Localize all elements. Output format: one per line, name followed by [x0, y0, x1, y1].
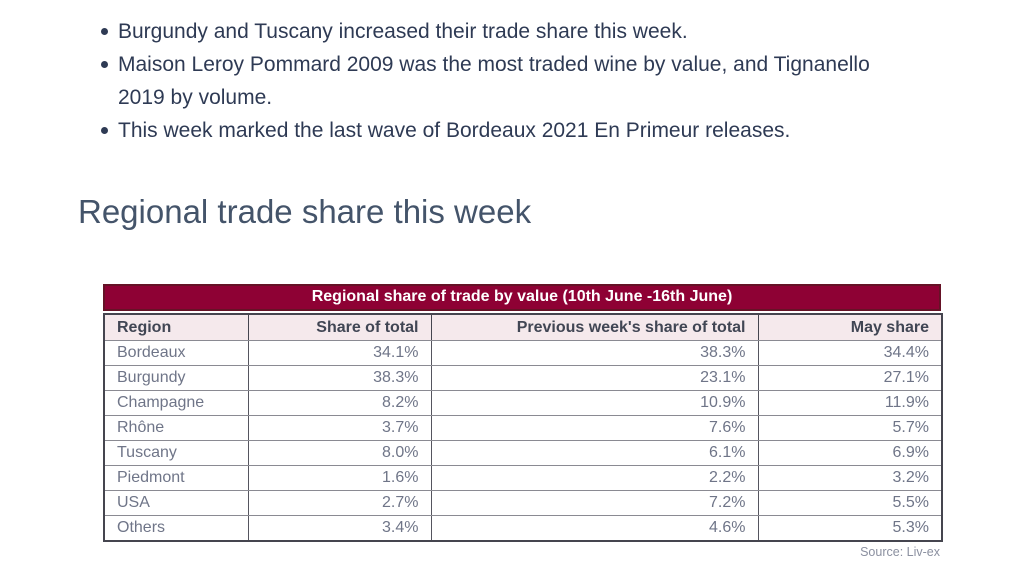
cell-share-of-total: 1.6% [247, 465, 432, 491]
bullet-item: Maison Leroy Pommard 2009 was the most t… [101, 48, 931, 114]
cell-may-share: 5.5% [757, 490, 943, 516]
cell-may-share: 11.9% [757, 390, 943, 416]
bullet-icon [101, 61, 108, 68]
cell-previous-week-share: 4.6% [430, 515, 759, 542]
cell-previous-week-share: 7.2% [430, 490, 759, 516]
page-title: Regional trade share this week [78, 193, 532, 230]
cell-region: Burgundy [103, 365, 249, 391]
cell-region: Bordeaux [103, 340, 249, 366]
table-row: Piedmont 1.6% 2.2% 3.2% [103, 465, 943, 491]
regional-share-table: Region Share of total Previous week's sh… [103, 313, 943, 542]
column-header-region: Region [103, 314, 249, 341]
bullet-text: This week marked the last wave of Bordea… [118, 119, 791, 142]
cell-may-share: 5.7% [757, 415, 943, 441]
cell-previous-week-share: 2.2% [430, 465, 759, 491]
cell-share-of-total: 2.7% [247, 490, 432, 516]
column-header-previous-week-share: Previous week's share of total [430, 314, 759, 341]
cell-share-of-total: 3.7% [247, 415, 432, 441]
cell-previous-week-share: 10.9% [430, 390, 759, 416]
cell-previous-week-share: 6.1% [430, 440, 759, 466]
table-row: Rhône 3.7% 7.6% 5.7% [103, 415, 943, 441]
bullet-item: This week marked the last wave of Bordea… [101, 114, 931, 147]
bullet-text: Burgundy and Tuscany increased their tra… [118, 20, 688, 43]
cell-region: Others [103, 515, 249, 542]
cell-may-share: 3.2% [757, 465, 943, 491]
bullet-text: Maison Leroy Pommard 2009 was the most t… [118, 53, 870, 109]
bullet-icon [101, 28, 108, 35]
cell-share-of-total: 8.0% [247, 440, 432, 466]
cell-region: Rhône [103, 415, 249, 441]
bullet-icon [101, 127, 108, 134]
cell-may-share: 34.4% [757, 340, 943, 366]
cell-region: Piedmont [103, 465, 249, 491]
cell-share-of-total: 34.1% [247, 340, 432, 366]
table-row: Burgundy 38.3% 23.1% 27.1% [103, 365, 943, 391]
cell-may-share: 6.9% [757, 440, 943, 466]
table-header-row: Region Share of total Previous week's sh… [103, 314, 943, 341]
cell-share-of-total: 8.2% [247, 390, 432, 416]
cell-share-of-total: 3.4% [247, 515, 432, 542]
table-row: Others 3.4% 4.6% 5.3% [103, 515, 943, 542]
cell-region: USA [103, 490, 249, 516]
cell-may-share: 27.1% [757, 365, 943, 391]
cell-region: Champagne [103, 390, 249, 416]
table-row: Champagne 8.2% 10.9% 11.9% [103, 390, 943, 416]
column-header-share-of-total: Share of total [247, 314, 432, 341]
cell-previous-week-share: 7.6% [430, 415, 759, 441]
column-header-may-share: May share [757, 314, 943, 341]
table-row: Bordeaux 34.1% 38.3% 34.4% [103, 340, 943, 366]
regional-trade-share-section: Regional share of trade by value (10th J… [103, 284, 943, 559]
cell-may-share: 5.3% [757, 515, 943, 542]
cell-previous-week-share: 38.3% [430, 340, 759, 366]
cell-previous-week-share: 23.1% [430, 365, 759, 391]
cell-share-of-total: 38.3% [247, 365, 432, 391]
table-title: Regional share of trade by value (10th J… [103, 284, 941, 311]
bullet-list: Burgundy and Tuscany increased their tra… [101, 15, 931, 147]
bullet-item: Burgundy and Tuscany increased their tra… [101, 15, 931, 48]
table-row: USA 2.7% 7.2% 5.5% [103, 490, 943, 516]
source-note: Source: Liv-ex [860, 545, 940, 559]
table-row: Tuscany 8.0% 6.1% 6.9% [103, 440, 943, 466]
cell-region: Tuscany [103, 440, 249, 466]
